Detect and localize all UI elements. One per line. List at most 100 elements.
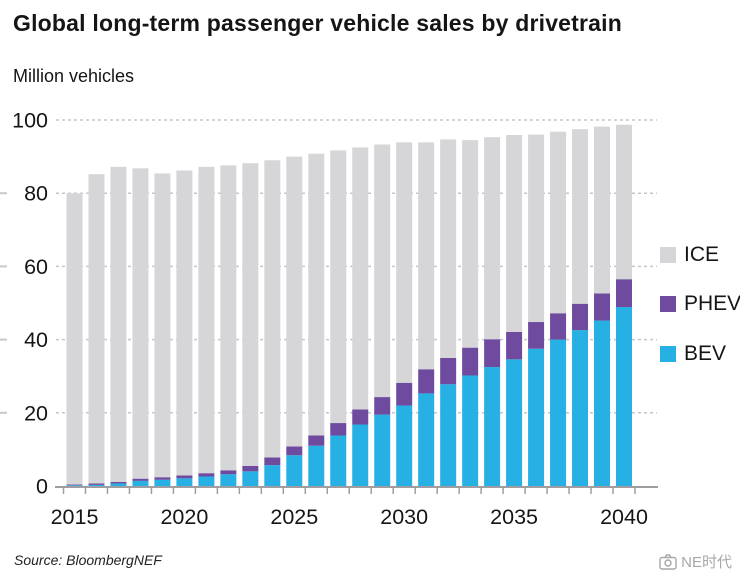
bar-2018-ice — [132, 168, 149, 479]
x-tick-label-2040: 2040 — [600, 505, 648, 529]
bar-2036-ice — [528, 134, 545, 323]
bar-2022-phev — [220, 470, 237, 475]
bar-2021-phev — [198, 473, 215, 477]
bar-2034-phev — [484, 339, 501, 368]
bar-2036-phev — [528, 322, 545, 349]
bar-2022-bev — [220, 474, 237, 486]
bar-2019-phev — [154, 477, 171, 480]
legend-item-ice: ICE — [660, 243, 740, 267]
bar-2039-ice — [594, 126, 611, 294]
bar-2038-phev — [572, 303, 589, 331]
bar-2039-phev — [594, 293, 611, 321]
bar-2015-bev — [66, 485, 83, 486]
bar-2020-bev — [176, 478, 193, 486]
bar-2029-bev — [374, 414, 391, 486]
bar-2026-phev — [308, 435, 325, 446]
chart-title: Global long-term passenger vehicle sales… — [13, 10, 623, 36]
bar-2032-ice — [440, 139, 457, 358]
bar-2035-bev — [506, 359, 523, 486]
bar-2033-phev — [462, 347, 479, 376]
bar-2025-bev — [286, 455, 303, 486]
bar-2037-bev — [550, 339, 567, 486]
bar-2040-phev — [616, 279, 632, 308]
bar-2037-phev — [550, 313, 567, 340]
bar-2017-ice — [110, 166, 127, 482]
bar-2033-ice — [462, 140, 479, 348]
phev-legend-label: PHEV — [684, 292, 740, 315]
y-tick-label-20: 20 — [24, 401, 48, 425]
x-tick-label-2030: 2030 — [380, 505, 428, 529]
bar-2035-phev — [506, 331, 523, 360]
bar-2024-phev — [264, 457, 281, 466]
bar-2030-ice — [396, 142, 413, 383]
bar-2028-ice — [352, 147, 369, 410]
bar-2033-bev — [462, 375, 479, 486]
bar-2015-phev — [66, 484, 83, 486]
bar-2035-ice — [506, 135, 523, 332]
bar-2032-bev — [440, 384, 457, 486]
bar-2028-bev — [352, 424, 369, 486]
bar-2031-ice — [418, 142, 435, 370]
x-tick-label-2020: 2020 — [160, 505, 208, 529]
bar-2027-phev — [330, 423, 347, 436]
bar-2024-bev — [264, 465, 281, 486]
bar-2025-phev — [286, 446, 303, 456]
bar-2016-ice — [88, 174, 105, 484]
bar-2020-ice — [176, 170, 193, 476]
bar-2027-bev — [330, 435, 347, 486]
bar-2025-ice — [286, 156, 303, 447]
y-tick-label-100: 100 — [12, 109, 48, 133]
bar-2030-bev — [396, 405, 413, 486]
bar-2031-bev — [418, 393, 435, 486]
y-tick-label-60: 60 — [24, 255, 48, 279]
bar-2040-bev — [616, 307, 632, 486]
bar-2024-ice — [264, 160, 281, 458]
bar-2021-bev — [198, 476, 215, 486]
legend-item-bev: BEV — [660, 342, 740, 366]
phev-legend-swatch — [660, 296, 676, 312]
bar-2030-phev — [396, 382, 413, 406]
bar-2018-bev — [132, 480, 149, 486]
bar-2032-phev — [440, 357, 457, 385]
camera-logo-icon — [659, 553, 677, 570]
y-tick-label-40: 40 — [24, 328, 48, 352]
bar-2040-ice — [616, 124, 632, 280]
bar-2015-ice — [66, 193, 83, 485]
bar-2023-ice — [242, 163, 259, 466]
x-tick-label-2015: 2015 — [51, 505, 99, 529]
bar-2026-ice — [308, 153, 325, 436]
bar-2023-phev — [242, 465, 259, 472]
bar-2029-ice — [374, 144, 391, 398]
bar-2028-phev — [352, 409, 369, 425]
y-tick-label-80: 80 — [24, 182, 48, 206]
legend-item-phev: PHEV — [660, 292, 740, 316]
bar-2037-ice — [550, 131, 567, 314]
ice-legend-swatch — [660, 247, 676, 263]
bar-2016-bev — [88, 484, 105, 486]
x-tick-label-2025: 2025 — [270, 505, 318, 529]
bar-2027-ice — [330, 150, 347, 424]
y-axis-unit-label: Million vehicles — [13, 66, 135, 86]
bar-2038-ice — [572, 129, 589, 304]
bar-2019-bev — [154, 479, 171, 486]
bev-legend-label: BEV — [684, 342, 727, 365]
bar-2039-bev — [594, 320, 611, 486]
bar-2019-ice — [154, 173, 171, 478]
bar-2022-ice — [220, 165, 237, 471]
bar-2026-bev — [308, 445, 325, 486]
bar-2017-phev — [110, 481, 127, 484]
bar-2020-phev — [176, 475, 193, 479]
x-tick-label-2035: 2035 — [490, 505, 538, 529]
bar-2034-ice — [484, 137, 501, 340]
bev-legend-swatch — [660, 346, 676, 362]
watermark: NE时代 — [659, 551, 732, 572]
ice-legend-label: ICE — [684, 243, 720, 266]
bar-2021-ice — [198, 166, 215, 474]
bar-2029-phev — [374, 397, 391, 415]
source-attribution: Source: BloombergNEF — [14, 552, 162, 568]
bar-2016-phev — [88, 483, 105, 485]
bar-2036-bev — [528, 348, 545, 486]
bar-2018-phev — [132, 478, 149, 481]
bar-2031-phev — [418, 369, 435, 394]
